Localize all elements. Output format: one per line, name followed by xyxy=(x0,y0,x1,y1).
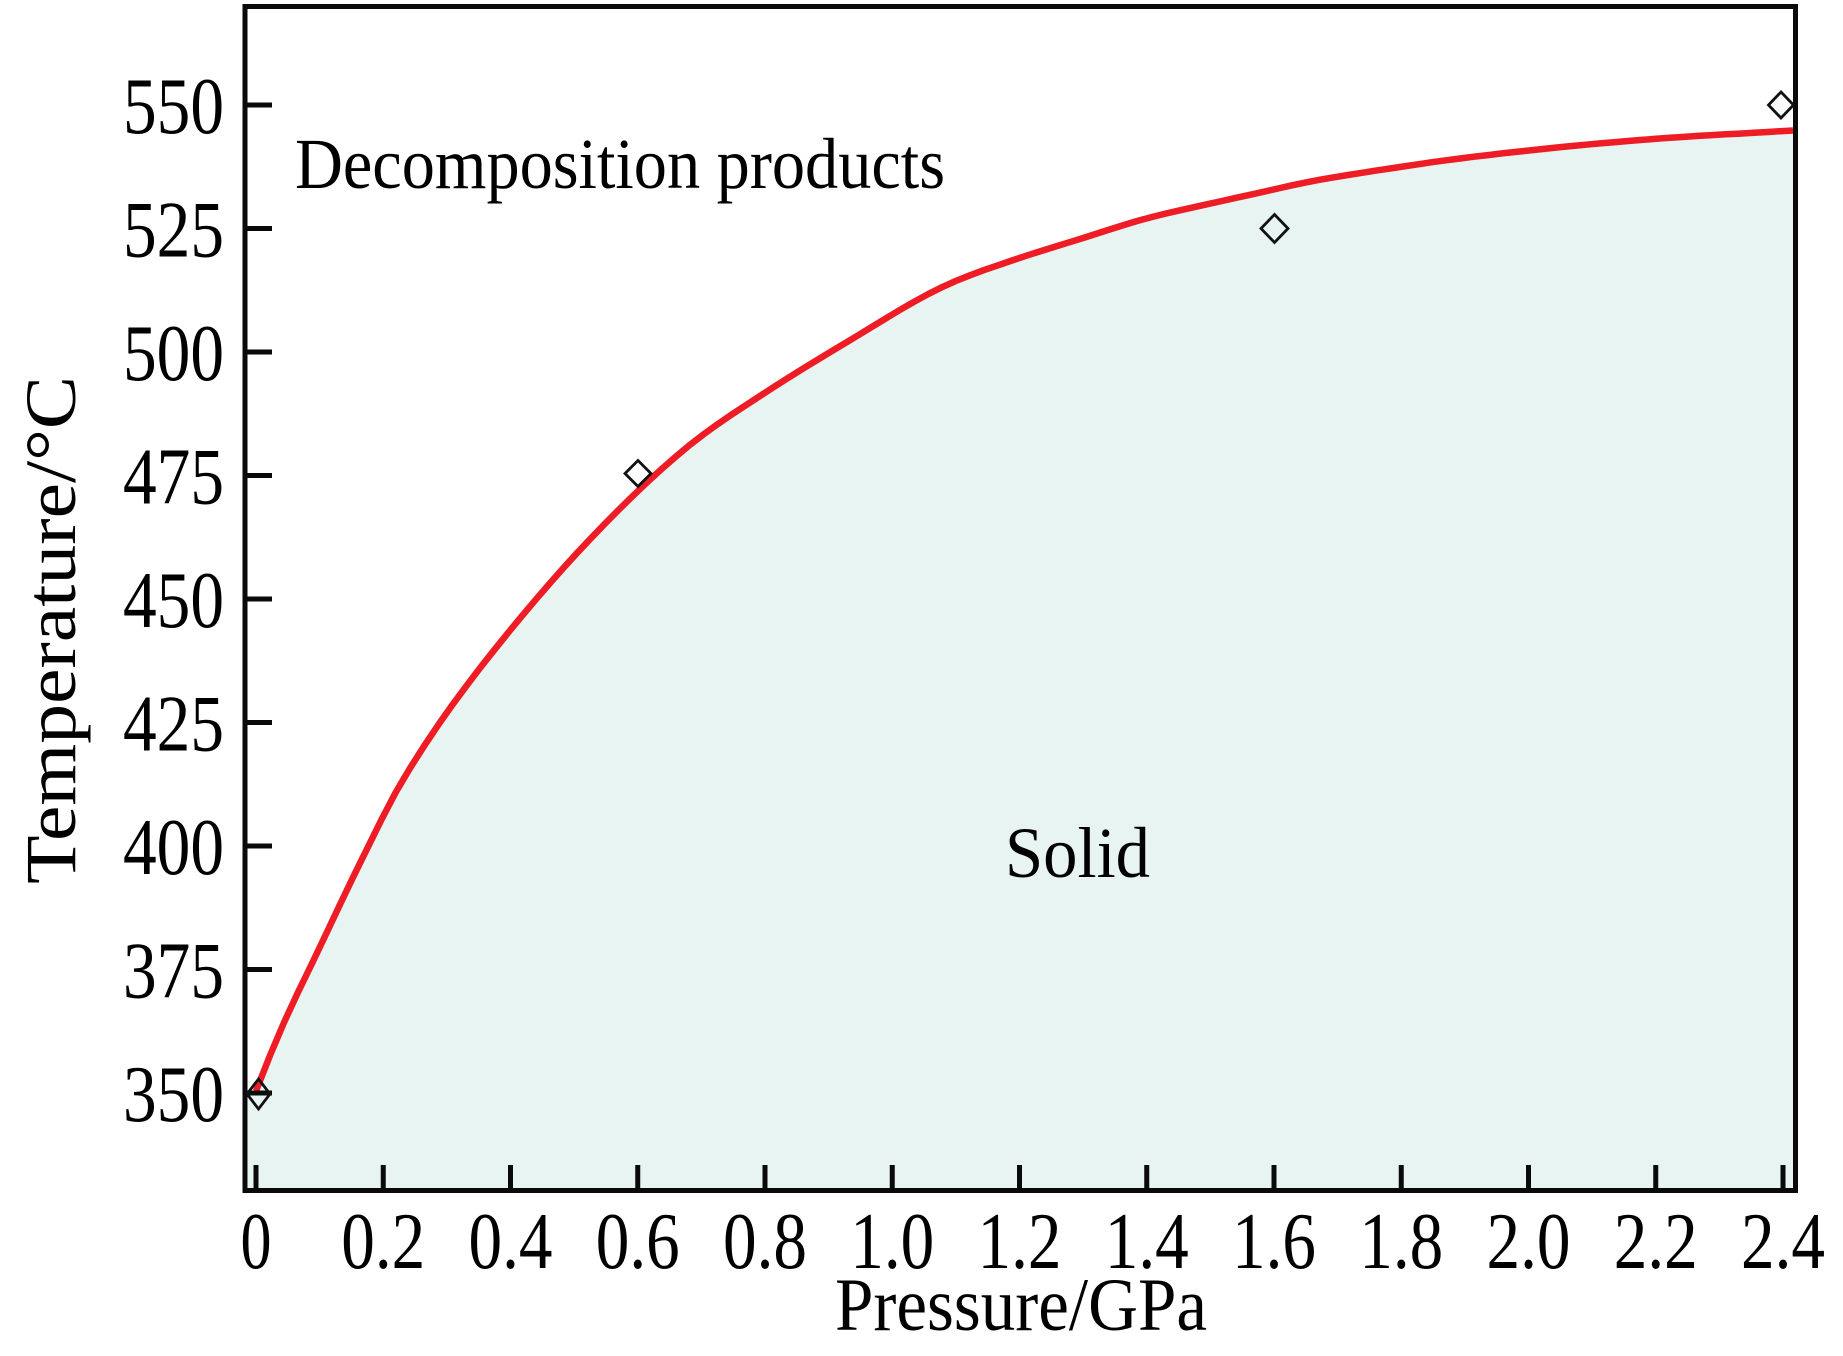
svg-text:0.4: 0.4 xyxy=(469,1198,553,1286)
svg-text:1.2: 1.2 xyxy=(978,1198,1062,1286)
svg-text:Solid: Solid xyxy=(1005,813,1150,893)
svg-text:475: 475 xyxy=(123,434,224,522)
svg-text:0.8: 0.8 xyxy=(723,1198,807,1286)
svg-text:Temperature/°C: Temperature/°C xyxy=(11,376,91,884)
svg-text:425: 425 xyxy=(123,681,224,769)
svg-text:1.8: 1.8 xyxy=(1359,1198,1443,1286)
svg-text:0.2: 0.2 xyxy=(341,1198,425,1286)
svg-text:2.0: 2.0 xyxy=(1487,1198,1571,1286)
svg-text:0.6: 0.6 xyxy=(596,1198,680,1286)
svg-text:550: 550 xyxy=(123,63,224,151)
svg-text:450: 450 xyxy=(123,557,224,645)
svg-text:1.6: 1.6 xyxy=(1232,1198,1316,1286)
svg-text:Decomposition products: Decomposition products xyxy=(295,124,945,204)
svg-text:2.2: 2.2 xyxy=(1614,1198,1698,1286)
svg-text:350: 350 xyxy=(123,1051,224,1139)
svg-text:1.0: 1.0 xyxy=(850,1198,934,1286)
svg-text:1.4: 1.4 xyxy=(1105,1198,1189,1286)
svg-text:Pressure/GPa: Pressure/GPa xyxy=(835,1264,1207,1347)
svg-text:525: 525 xyxy=(123,187,224,275)
svg-text:0: 0 xyxy=(241,1198,272,1286)
svg-text:2.4: 2.4 xyxy=(1741,1198,1825,1286)
svg-text:500: 500 xyxy=(123,310,224,398)
svg-text:400: 400 xyxy=(123,804,224,892)
svg-text:375: 375 xyxy=(123,928,224,1016)
